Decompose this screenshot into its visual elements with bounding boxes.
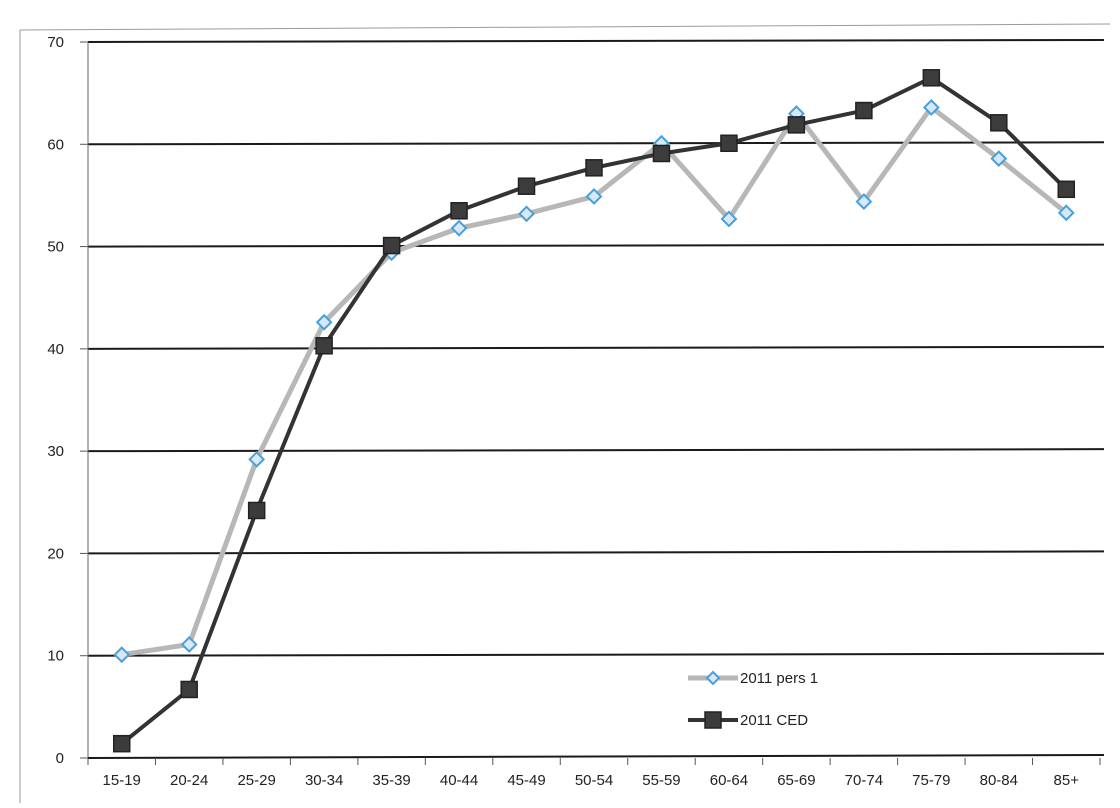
x-tick-label: 65-69 bbox=[777, 772, 815, 789]
x-tick-label: 35-39 bbox=[372, 772, 410, 789]
legend-item-2: 2011 CED bbox=[688, 711, 808, 729]
y-tick-label: 40 bbox=[47, 341, 64, 358]
data-point-square bbox=[787, 116, 806, 134]
data-point-square bbox=[704, 711, 722, 729]
data-point-square bbox=[517, 177, 536, 195]
plot-border bbox=[19, 23, 1111, 803]
x-tick-label: 85+ bbox=[1054, 772, 1080, 789]
x-tick-label: 55-59 bbox=[642, 772, 680, 789]
x-axis: 15-19 20-24 25-29 30-34 35-39 40-44 45-49 50-54… bbox=[87, 754, 1105, 789]
data-point-diamond bbox=[518, 205, 535, 223]
x-axis-line bbox=[87, 754, 1105, 759]
data-point-diamond bbox=[315, 313, 333, 331]
data-point-diamond bbox=[180, 636, 198, 653]
y-tick-label: 70 bbox=[47, 34, 64, 51]
gridline bbox=[87, 448, 1105, 453]
data-point-diamond bbox=[113, 646, 131, 664]
x-tick-label: 30-34 bbox=[305, 772, 343, 789]
data-point-diamond bbox=[1057, 204, 1075, 222]
data-point-square bbox=[652, 144, 671, 163]
legend-label: 2011 CED bbox=[740, 712, 808, 729]
y-tick-label: 10 bbox=[47, 648, 64, 665]
x-tick-label: 75-79 bbox=[912, 772, 950, 789]
y-tick-label: 20 bbox=[47, 545, 64, 562]
x-tick-label: 20-24 bbox=[170, 772, 208, 789]
data-point-square bbox=[315, 337, 333, 355]
data-point-square bbox=[247, 501, 266, 520]
data-point-diamond bbox=[922, 99, 940, 116]
data-point-square bbox=[180, 680, 198, 699]
data-point-square bbox=[1057, 180, 1076, 199]
data-point-diamond bbox=[705, 670, 721, 686]
legend-label: 2011 pers 1 bbox=[740, 670, 818, 687]
gridline bbox=[87, 345, 1105, 350]
series-line bbox=[120, 75, 1068, 746]
data-point-square bbox=[450, 202, 468, 220]
gridline bbox=[87, 243, 1105, 248]
y-tick-label: 50 bbox=[47, 239, 64, 256]
x-tick-label: 40-44 bbox=[440, 772, 478, 789]
gridline bbox=[87, 652, 1105, 657]
data-point-square bbox=[382, 236, 401, 255]
data-point-square bbox=[855, 101, 873, 120]
data-point-diamond bbox=[720, 210, 738, 228]
x-tick-label: 25-29 bbox=[237, 772, 275, 789]
gridline bbox=[87, 141, 1105, 146]
gridline bbox=[87, 550, 1105, 555]
series-2 bbox=[112, 69, 1076, 753]
y-tick-label: 30 bbox=[47, 443, 64, 460]
series-layer bbox=[112, 69, 1076, 753]
data-point-square bbox=[585, 159, 603, 177]
series-1 bbox=[113, 99, 1075, 664]
x-tick-label: 50-54 bbox=[575, 772, 613, 789]
data-point-diamond bbox=[450, 219, 468, 237]
data-point-diamond bbox=[585, 188, 603, 205]
legend-item-1: 2011 pers 1 bbox=[688, 670, 818, 687]
x-tick-label: 15-19 bbox=[103, 772, 141, 789]
x-tick-label: 45-49 bbox=[507, 772, 545, 789]
gridline bbox=[87, 39, 1105, 43]
x-tick-label: 80-84 bbox=[980, 772, 1018, 789]
data-point-diamond bbox=[990, 150, 1008, 168]
x-tick-label: 70-74 bbox=[845, 772, 883, 789]
data-point-diamond bbox=[855, 193, 873, 210]
y-tick-label: 0 bbox=[56, 750, 64, 767]
legend: 2011 pers 1 2011 CED bbox=[688, 670, 818, 729]
grid-lines bbox=[87, 39, 1105, 657]
data-point-square bbox=[112, 734, 131, 753]
data-point-square bbox=[990, 114, 1008, 132]
data-point-diamond bbox=[248, 450, 266, 468]
data-point-square bbox=[720, 134, 738, 153]
y-tick-label: 60 bbox=[47, 136, 64, 153]
y-axis: 0 10 20 30 40 50 60 70 bbox=[47, 34, 89, 767]
x-tick-label: 60-64 bbox=[710, 772, 748, 789]
data-point-square bbox=[922, 69, 941, 87]
